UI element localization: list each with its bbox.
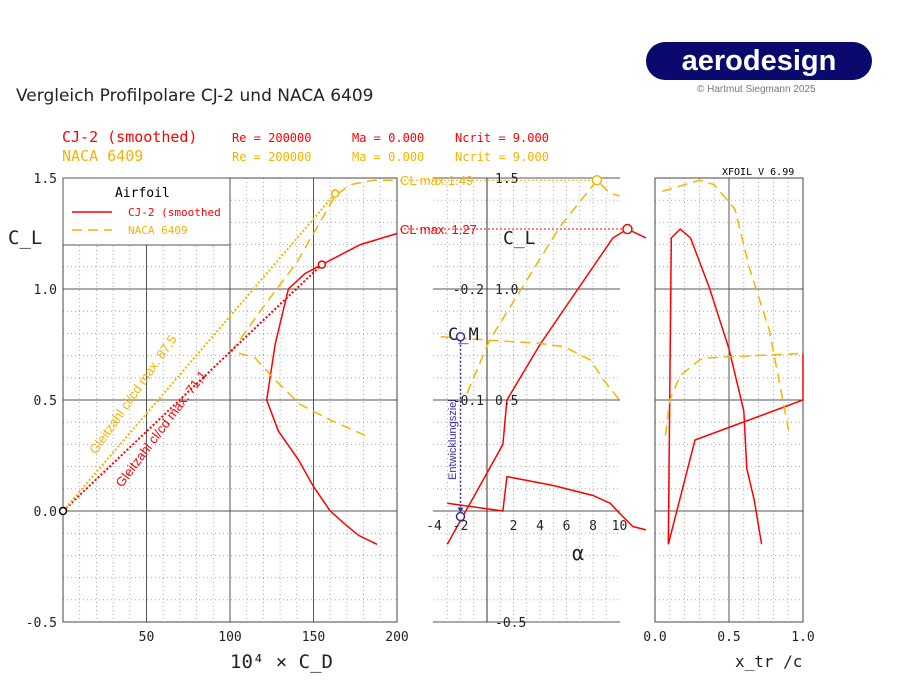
legend-title: Airfoil: [115, 186, 170, 201]
cl-tick-label-2: 0.5: [495, 394, 518, 409]
clmax-naca-label: CL max.1.49: [400, 173, 473, 188]
run-name-naca: NACA 6409: [62, 147, 143, 165]
run-ncrit-naca: Ncrit = 9.000: [455, 150, 549, 164]
cm-label: C_M: [448, 325, 479, 345]
cm-tick-label: -0.2: [453, 283, 484, 298]
cd-tick-label: 50: [139, 630, 155, 645]
tangent-line-naca: [62, 192, 336, 512]
legend-item-naca: NACA 6409: [128, 224, 188, 237]
aerodesign-logo: aerodesign: [646, 42, 872, 80]
run-name-cj2: CJ-2 (smoothed): [62, 128, 197, 146]
polar-curve-cj2: [265, 232, 398, 545]
target-label: Entwicklungsziel: [447, 399, 459, 480]
alpha-tick-label: 4: [536, 519, 544, 534]
target-end-point: [455, 511, 466, 522]
cm-alpha-naca: [440, 335, 621, 401]
page-title: Vergleich Profilpolare CJ-2 und NACA 640…: [16, 86, 374, 106]
xtr-tick-label: 0.5: [717, 630, 740, 645]
tangent-line-cj2: [62, 263, 323, 512]
cd-axis-label: 10⁴ × C_D: [230, 651, 333, 673]
cl-label-2: C_L: [503, 228, 536, 249]
alpha-tick-label: 10: [612, 519, 628, 534]
cl-tick-label: 0.0: [34, 505, 57, 520]
cd-tick-label: 200: [385, 630, 408, 645]
copyright: © Hartmut Siegmann 2025: [697, 84, 816, 95]
legend-item-cj2: CJ-2 (smoothed: [128, 206, 221, 219]
origin-point: [58, 506, 68, 516]
xtr-tick-label: 0.0: [643, 630, 666, 645]
clmax-point-cj2: [622, 223, 633, 235]
cl-tick-label: -0.5: [26, 616, 57, 631]
cl-axis-label: C_L: [8, 227, 42, 249]
run-ma-cj2: Ma = 0.000: [352, 131, 424, 145]
cl-tick-label-2: 1.5: [495, 172, 518, 187]
alpha-tick-label: -2: [453, 519, 469, 534]
clmax-cj2-label: CL max. 1.27: [400, 222, 477, 237]
alpha-tick-label: -4: [426, 519, 442, 534]
tangent-point-cj2: [317, 260, 327, 269]
transition-curve-3: [664, 352, 804, 436]
run-ncrit-cj2: Ncrit = 9.000: [455, 131, 549, 145]
clmax-point-naca: [591, 174, 603, 186]
cl-tick-label: 1.5: [34, 172, 57, 187]
cl-tick-label: 0.5: [34, 394, 57, 409]
polar-curve-naca: [230, 179, 397, 437]
cl-tick-label-2: -0.5: [495, 616, 526, 631]
alpha-axis-label: α: [572, 541, 584, 565]
target-arrow-head: [457, 507, 464, 513]
cl-tick-label: 1.0: [34, 283, 57, 298]
cm-alpha-cj2: [447, 475, 647, 531]
transition-curve-1: [667, 353, 804, 545]
xfoil-version: XFOIL V 6.99: [722, 167, 794, 178]
tangent-point-naca: [330, 189, 340, 198]
cd-tick-label: 150: [302, 630, 325, 645]
cl-alpha-naca: [466, 179, 620, 394]
cl-tick-label-2: 1.0: [495, 283, 518, 298]
cm-tick-label: -0.1: [453, 394, 484, 409]
ld-naca-label: Gleitzahl cl/cd max. 87,5: [86, 332, 180, 457]
run-re-naca: Re = 200000: [232, 150, 311, 164]
xtr-tick-label: 1.0: [791, 630, 814, 645]
transition-curve-2: [662, 179, 791, 436]
alpha-tick-label: 2: [510, 519, 518, 534]
cl-alpha-cj2: [446, 228, 647, 545]
ld-cj2-label: Gleitzahl cl/cd max. 71,1: [112, 368, 209, 490]
transition-curve-0: [667, 228, 763, 545]
target-start-point: [455, 331, 466, 342]
alpha-tick-label: 8: [589, 519, 597, 534]
alpha-tick-label: 6: [563, 519, 571, 534]
xtr-axis-label: x_tr /c: [735, 652, 802, 671]
run-ma-naca: Ma = 0.000: [352, 150, 424, 164]
run-re-cj2: Re = 200000: [232, 131, 311, 145]
cd-tick-label: 100: [218, 630, 241, 645]
